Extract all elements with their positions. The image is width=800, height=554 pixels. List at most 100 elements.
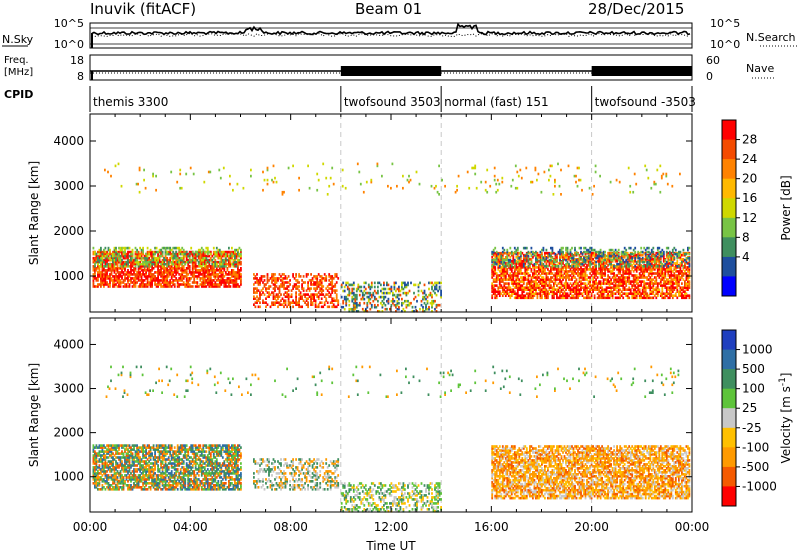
scatter-cell xyxy=(97,285,99,288)
scatter-cell xyxy=(535,250,537,254)
scatter-cell xyxy=(548,284,551,287)
scatter-cell xyxy=(240,254,242,258)
scatter-cell xyxy=(286,287,288,290)
scatter-cell xyxy=(197,275,200,278)
scatter-cell xyxy=(320,289,323,292)
scatter-cell xyxy=(235,285,238,288)
scatter-cell xyxy=(530,290,533,293)
scatter-cell xyxy=(182,248,185,252)
scatter-cell xyxy=(667,286,670,289)
scatter-cell xyxy=(492,262,495,266)
scatter-cell xyxy=(218,250,221,254)
scatter-cell xyxy=(286,281,288,284)
scatter-cell xyxy=(658,290,661,293)
scatter-cell xyxy=(393,293,396,297)
scatter-cell xyxy=(202,258,205,262)
scatter-cell xyxy=(232,279,235,282)
scatter-cell xyxy=(643,251,646,255)
scatter-cell xyxy=(199,248,202,252)
scatter-cell xyxy=(154,252,156,256)
scatter-cell xyxy=(386,299,388,303)
scatter-cell xyxy=(632,288,635,291)
scatter-cell xyxy=(622,284,625,287)
scatter-cell xyxy=(541,288,543,291)
scatter-cell xyxy=(224,250,227,254)
scatter-cell xyxy=(506,248,509,252)
scatter-cell xyxy=(509,256,512,259)
scatter-cell xyxy=(613,250,615,254)
scatter-cell xyxy=(119,260,122,264)
scatter-cell xyxy=(536,296,539,300)
scatter-cell xyxy=(516,292,519,295)
scatter-cell xyxy=(128,265,131,268)
scatter-cell xyxy=(504,286,507,289)
scatter-cell xyxy=(205,275,208,278)
scatter-cell xyxy=(223,281,226,284)
scatter-cell xyxy=(185,271,188,274)
scatter-cell xyxy=(121,246,123,250)
scatter-cell xyxy=(118,283,120,286)
scatter-cell xyxy=(602,296,605,300)
scatter-cell xyxy=(107,254,110,258)
scatter-cell xyxy=(169,285,172,288)
scatter-cell xyxy=(113,250,116,254)
scatter-cell xyxy=(166,267,169,270)
scatter-cell xyxy=(260,275,263,278)
scatter-cell xyxy=(140,279,143,282)
scatter-cell xyxy=(277,293,279,296)
scatter-cell xyxy=(641,272,644,275)
scatter-cell xyxy=(124,277,126,280)
scatter-cell xyxy=(130,254,132,258)
scatter-cell xyxy=(181,256,184,260)
scatter-cell xyxy=(176,269,179,272)
scatter-cell xyxy=(367,285,370,289)
scatter-cell xyxy=(673,272,676,275)
scatter-cell xyxy=(134,273,137,276)
scatter-cell xyxy=(131,260,134,264)
scatter-cell xyxy=(289,295,291,298)
scatter-cell xyxy=(522,246,525,250)
scatter-cell xyxy=(682,296,685,300)
scatter-cell xyxy=(164,248,167,252)
scatter-cell xyxy=(164,277,167,280)
scatter-cell xyxy=(331,289,334,292)
scatter-cell xyxy=(628,256,631,259)
scatter-cell xyxy=(519,264,522,267)
scatter-cell xyxy=(107,277,110,280)
scatter-cell xyxy=(100,260,102,264)
scatter-cell xyxy=(163,279,165,282)
scatter-cell xyxy=(176,267,179,270)
scatter-cell xyxy=(154,271,156,274)
scatter-cell xyxy=(154,279,156,282)
scatter-cell xyxy=(568,266,570,269)
scatter-cell xyxy=(259,283,261,286)
scatter-cell xyxy=(196,283,199,286)
scatter-cell xyxy=(293,283,296,286)
scatter-cell xyxy=(94,273,96,276)
scatter-cell xyxy=(572,270,575,273)
scatter-cell xyxy=(348,310,351,313)
scatter-cell xyxy=(527,268,530,271)
scatter-cell xyxy=(577,288,579,291)
scatter-cell xyxy=(491,272,494,275)
scatter-cell xyxy=(109,275,111,278)
scatter-cell xyxy=(199,265,202,268)
scatter-cell xyxy=(491,286,494,289)
scatter-cell xyxy=(214,275,217,278)
scatter-cell xyxy=(226,273,229,276)
scatter-cell xyxy=(320,293,323,296)
scatter-cell xyxy=(151,275,153,278)
scatter-cell xyxy=(516,260,519,264)
scatter-cell xyxy=(139,273,141,276)
scatter-cell xyxy=(351,307,354,311)
scatter-cell xyxy=(538,280,540,283)
scatter-cell xyxy=(229,260,232,264)
scatter-cell xyxy=(560,272,563,275)
scatter-cell xyxy=(572,282,575,285)
scatter-cell xyxy=(635,266,638,269)
scatter-cell xyxy=(109,283,111,286)
scatter-cell xyxy=(172,267,175,270)
scatter-cell xyxy=(254,287,257,290)
scatter-cell xyxy=(678,270,680,273)
scatter-cell xyxy=(658,272,661,275)
